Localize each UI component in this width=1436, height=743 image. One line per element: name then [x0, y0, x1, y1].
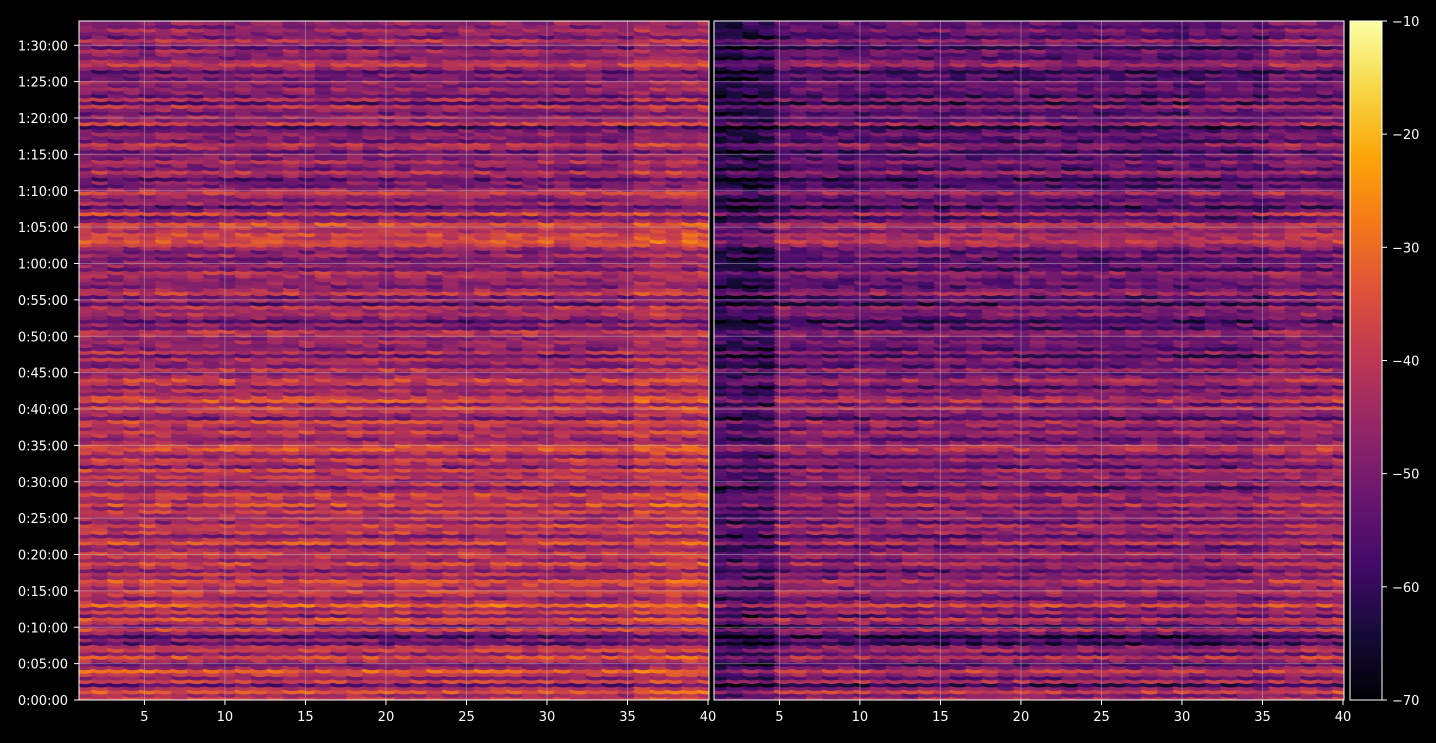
heatmap-panel-left [79, 21, 709, 700]
